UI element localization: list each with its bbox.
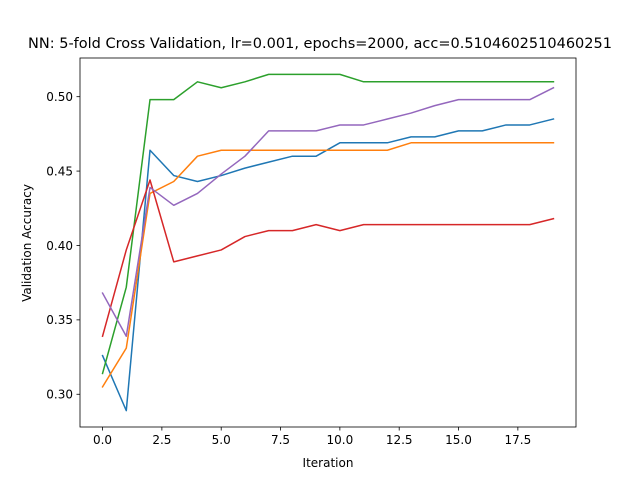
plot-frame [79,57,577,428]
chart-title: NN: 5-fold Cross Validation, lr=0.001, e… [28,36,612,52]
series-line-2 [101,142,555,388]
y-tick-label: 0.50 [46,90,73,104]
x-tick-label: 15.0 [445,433,472,447]
y-tick-label: 0.35 [46,313,73,327]
x-tick-label: 7.5 [271,433,290,447]
axes-layer: 0.0 2.5 5.0 7.5 10.0 12.5 15.0 17.5 0.30 0.35 0.40… [46,57,577,447]
y-axis-label: Validation Accuracy [20,184,34,302]
x-tick-label: 5.0 [212,433,231,447]
series-layer [101,73,555,412]
x-tick-label: 17.5 [504,433,531,447]
series-line-1 [101,118,555,412]
y-tick-label: 0.30 [46,388,73,402]
x-tick-label: 2.5 [152,433,171,447]
y-tick-label: 0.45 [46,164,73,178]
x-axis-label: Iteration [303,456,354,470]
series-line-3 [101,73,555,375]
x-tick-label: 12.5 [386,433,413,447]
series-line-4 [101,179,555,338]
y-tick-label: 0.40 [46,239,73,253]
x-tick-label: 0.0 [93,433,112,447]
series-line-5 [101,86,555,337]
x-tick-label: 10.0 [327,433,354,447]
